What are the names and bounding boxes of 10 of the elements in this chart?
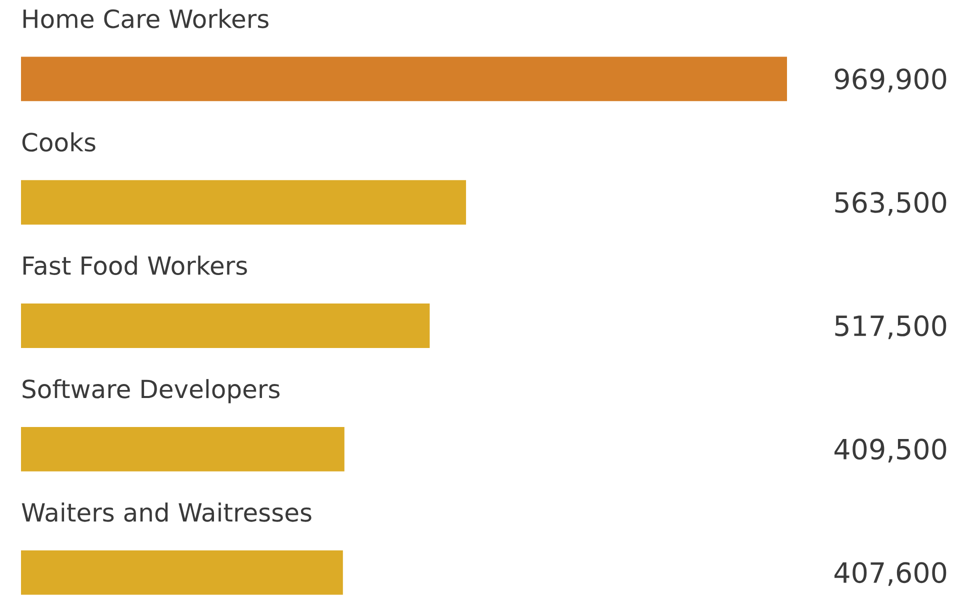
data-label: 409,500 xyxy=(834,438,946,463)
data-label: 407,600 xyxy=(834,562,946,586)
data-label: 969,900 xyxy=(834,68,946,92)
data-label: 517,500 xyxy=(835,315,946,340)
y-tick-label: Fast Food Workers xyxy=(23,256,247,276)
y-tick-label: Waiters and Waitresses xyxy=(22,502,312,522)
y-tick-label: Home Care Workers xyxy=(23,8,268,28)
y-tick-label: Software Developers xyxy=(22,379,280,404)
y-tick-label: Cooks xyxy=(22,132,96,152)
data-label: 563,500 xyxy=(835,192,946,216)
